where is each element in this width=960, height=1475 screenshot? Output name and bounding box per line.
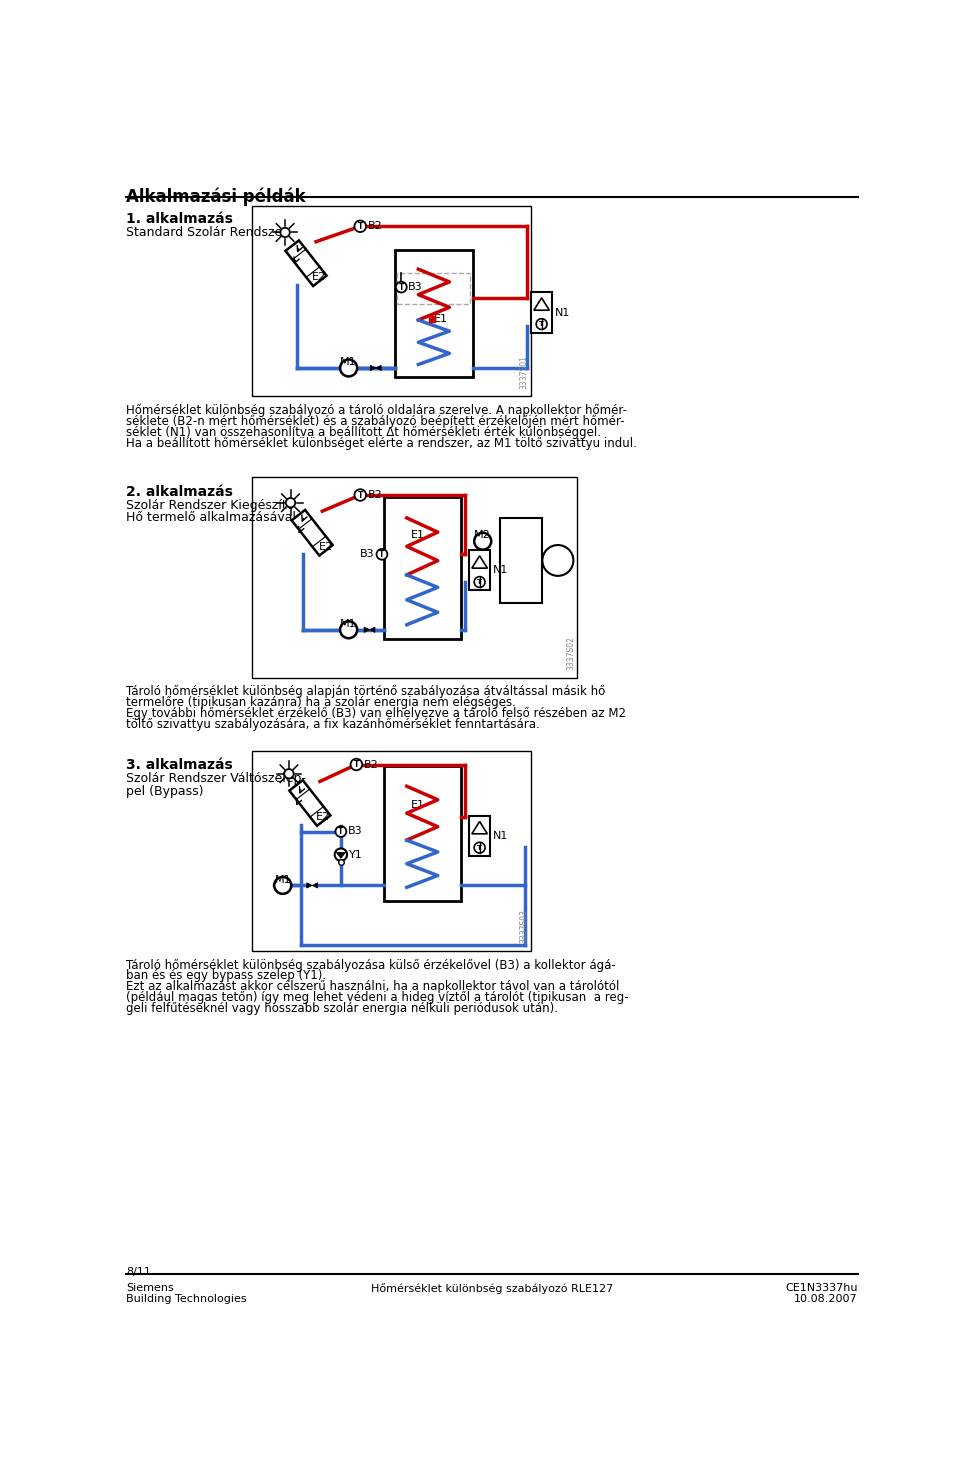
Text: pel (Bypass): pel (Bypass) [126, 785, 204, 798]
Text: séklet (N1) van összehasonlítva a beállított Δt hőmérsékleti érték különbséggel.: séklet (N1) van összehasonlítva a beállí… [126, 426, 601, 440]
Text: Szolár Rendszer Váltószelep-: Szolár Rendszer Váltószelep- [126, 773, 306, 785]
Bar [500, 518, 542, 603]
Text: (például magas tetőn) így meg lehet védeni a hideg víztől a tárolót (tipikusan  : (például magas tetőn) így meg lehet véde… [126, 991, 629, 1004]
Text: N1: N1 [492, 565, 508, 575]
Text: Hő termelő alkalmazásával: Hő termelő alkalmazásával [126, 512, 297, 524]
Text: B3: B3 [408, 282, 423, 292]
Circle shape [474, 577, 485, 587]
Circle shape [354, 220, 366, 232]
Circle shape [350, 758, 362, 770]
Text: 8/11: 8/11 [126, 1267, 151, 1276]
Text: 3337S01: 3337S01 [519, 355, 528, 389]
Text: 3337S02: 3337S02 [566, 636, 575, 670]
Bar [531, 292, 552, 332]
Polygon shape [292, 510, 333, 556]
Circle shape [284, 768, 294, 779]
Circle shape [280, 227, 290, 237]
Text: T: T [353, 760, 359, 768]
Text: Ha a beállított hőmérséklet különbséget elérte a rendszer, az M1 töltő szivattyu: Ha a beállított hőmérséklet különbséget … [126, 437, 637, 450]
Text: T: T [477, 845, 482, 851]
Text: termelőre (tipikusan kazánra) ha a szolár energia nem elégséges.: termelőre (tipikusan kazánra) ha a szolá… [126, 696, 516, 709]
Text: T: T [398, 283, 404, 292]
Text: Siemens: Siemens [126, 1283, 174, 1294]
Text: B2: B2 [368, 490, 382, 500]
Bar [252, 751, 531, 951]
Bar [252, 207, 531, 397]
Circle shape [474, 842, 485, 853]
Polygon shape [336, 853, 346, 858]
Text: T: T [477, 580, 482, 586]
Text: 3. alkalmazás: 3. alkalmazás [126, 758, 233, 773]
Bar [468, 816, 491, 856]
Bar [397, 273, 470, 304]
Text: B3: B3 [360, 549, 375, 559]
Text: Y1: Y1 [349, 850, 363, 860]
Text: Ezt az alkalmazást akkor célszerű használni, ha a napkollektor távol van a tárol: Ezt az alkalmazást akkor célszerű haszná… [126, 979, 619, 993]
Polygon shape [285, 240, 326, 286]
Circle shape [340, 621, 357, 639]
Text: Egy további hőmérséklet érzékelő (B3) van elhelyezve a tároló felső részében az : Egy további hőmérséklet érzékelő (B3) va… [126, 707, 626, 720]
Text: T: T [540, 322, 544, 327]
Text: E1: E1 [434, 314, 448, 324]
Text: 10.08.2007: 10.08.2007 [794, 1294, 858, 1304]
Text: E2: E2 [319, 541, 332, 552]
Text: Hőmérséklet különbség szabályozó a tároló oldalára szerelve. A napkollektor hőmé: Hőmérséklet különbség szabályozó a tárol… [126, 404, 627, 417]
Text: B3: B3 [348, 826, 363, 836]
Text: töltő szivattyu szabályozására, a fix kazánhőmérséklet fenntartására.: töltő szivattyu szabályozására, a fix ka… [126, 717, 540, 730]
Bar [383, 497, 461, 639]
Text: Alkalmazási példák: Alkalmazási példák [126, 187, 306, 206]
Text: T: T [338, 827, 344, 836]
Circle shape [275, 878, 291, 894]
Circle shape [376, 549, 388, 559]
Text: Tároló hőmérséklet különbség alapján történő szabályozása átváltással másik hő: Tároló hőmérséklet különbség alapján tör… [126, 686, 606, 698]
Polygon shape [307, 882, 318, 888]
Text: T: T [357, 491, 363, 500]
Bar [383, 766, 461, 901]
Text: 2. alkalmazás: 2. alkalmazás [126, 485, 233, 499]
Circle shape [542, 546, 573, 575]
Text: CE1N3337hu: CE1N3337hu [785, 1283, 858, 1294]
Text: N1: N1 [492, 830, 508, 841]
Text: Tároló hőmérséklet különbség szabályozása külső érzékelővel (B3) a kollektor ágá: Tároló hőmérséklet különbség szabályozás… [126, 959, 616, 972]
Polygon shape [289, 780, 330, 826]
Text: B2: B2 [368, 221, 382, 232]
Circle shape [354, 490, 366, 502]
Bar [468, 550, 491, 590]
Text: 1. alkalmazás: 1. alkalmazás [126, 212, 233, 227]
Text: 3337S03: 3337S03 [519, 909, 528, 943]
Text: geli felfűtéseknél vagy hosszabb szolár energia nélküli periódusok után).: geli felfűtéseknél vagy hosszabb szolár … [126, 1002, 558, 1015]
Text: E2: E2 [312, 271, 326, 282]
Circle shape [474, 532, 492, 550]
Text: Szolár Rendszer Kiegészítő: Szolár Rendszer Kiegészítő [126, 499, 295, 512]
Text: E2: E2 [316, 811, 330, 822]
Text: E1: E1 [411, 799, 424, 810]
Text: M1: M1 [275, 875, 291, 885]
Polygon shape [371, 366, 381, 370]
Text: M1: M1 [340, 620, 357, 628]
Text: B2: B2 [364, 760, 378, 770]
Text: séklete (B2-n mért hőmérséklet) és a szabályozó beépített érzékelőjén mért hőmér: séklete (B2-n mért hőmérséklet) és a sza… [126, 414, 625, 428]
Text: ban és és egy bypass szelep (Y1).: ban és és egy bypass szelep (Y1). [126, 969, 326, 982]
Text: T: T [357, 221, 363, 230]
Bar [396, 251, 472, 378]
Bar [252, 478, 577, 677]
Circle shape [335, 848, 348, 861]
Circle shape [537, 319, 547, 329]
Text: Hőmérséklet különbség szabályozó RLE127: Hőmérséklet különbség szabályozó RLE127 [371, 1283, 613, 1295]
Circle shape [396, 282, 407, 292]
Circle shape [340, 360, 357, 376]
Circle shape [286, 499, 296, 507]
Text: M1: M1 [340, 357, 357, 367]
Text: Building Technologies: Building Technologies [126, 1294, 247, 1304]
Text: N1: N1 [555, 307, 570, 317]
Circle shape [335, 826, 347, 836]
Text: E1: E1 [411, 530, 424, 540]
Text: T: T [379, 550, 385, 559]
Text: Standard Szolár Rendszer: Standard Szolár Rendszer [126, 226, 288, 239]
Text: M2: M2 [474, 531, 492, 540]
Polygon shape [364, 627, 375, 633]
